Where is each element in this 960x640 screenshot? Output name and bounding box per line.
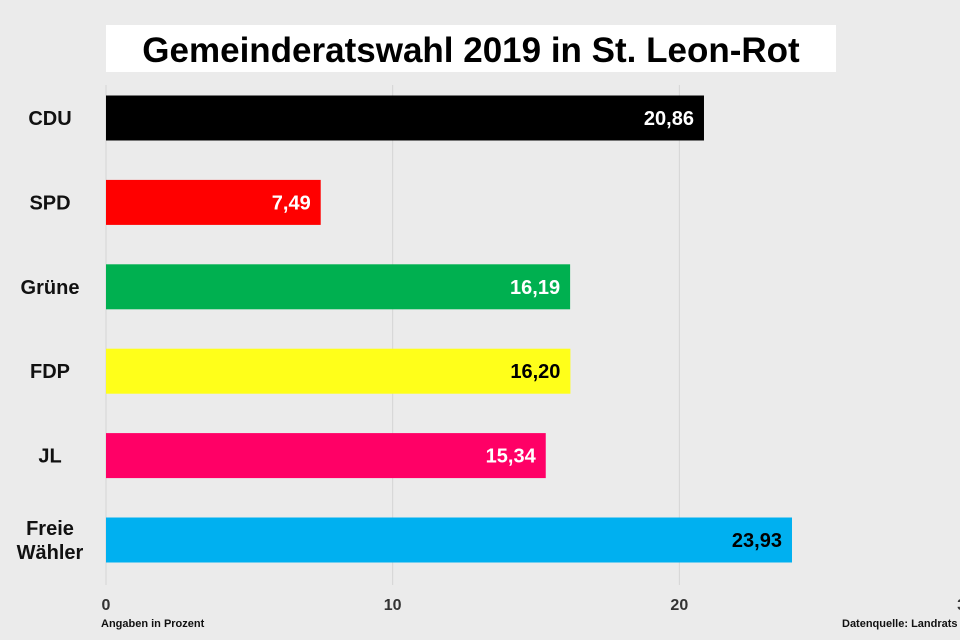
bar [106, 95, 704, 141]
x-tick-label: 30 [957, 597, 960, 614]
bar-group: 23,93 Freie Wähler [17, 517, 792, 564]
bar-value-label: 15,34 [486, 446, 537, 468]
category-label: JL [38, 446, 61, 468]
chart-title-text: Gemeinderatswahl 2019 in St. Leon-Rot [142, 31, 800, 70]
x-tick-label: 20 [670, 597, 688, 614]
bar [106, 179, 321, 225]
grid-layer [105, 85, 680, 585]
category-label-line: Freie [26, 518, 74, 540]
category-label: CDU [28, 108, 71, 130]
bar [106, 517, 792, 563]
category-label-line: Grüne [21, 277, 80, 299]
bar-value-label: 20,86 [644, 108, 694, 130]
bar-value-label: 16,20 [510, 361, 560, 383]
bar-value-label: 23,93 [732, 530, 782, 552]
category-label-line: CDU [28, 108, 71, 130]
category-label: SPD [29, 192, 70, 214]
category-label-line: Wähler [17, 542, 84, 564]
bar [106, 264, 571, 310]
chart-title-box [106, 25, 836, 72]
bar-value-label: 7,49 [272, 192, 311, 214]
category-label: FDP [30, 361, 70, 383]
x-tick-label: 0 [102, 597, 111, 614]
bar-group: 15,34 JL [38, 433, 546, 479]
bar-group: 16,20 FDP [30, 348, 571, 394]
category-label: Freie Wähler [17, 518, 84, 564]
bars-layer: 20,86 CDU 7,49 SPD 16,19 Grüne 16,20 FDP 15,34 JL… [17, 95, 792, 564]
bar [106, 348, 571, 394]
category-label: Grüne [21, 277, 80, 299]
bar [106, 433, 546, 479]
category-label-line: SPD [29, 192, 70, 214]
bar-value-label: 16,19 [510, 277, 560, 299]
category-label-line: JL [38, 446, 61, 468]
source-note: Datenquelle: Landrats [842, 618, 958, 630]
ticks-layer: 0 10 20 30 [102, 597, 960, 614]
axis-note: Angaben in Prozent [101, 618, 205, 630]
category-label-line: FDP [30, 361, 70, 383]
bar-group: 7,49 SPD [29, 179, 321, 225]
bar-group: 20,86 CDU [28, 95, 704, 141]
bar-group: 16,19 Grüne [21, 264, 571, 310]
chart-title: Gemeinderatswahl 2019 in St. Leon-Rot [106, 25, 836, 72]
x-tick-label: 10 [384, 597, 402, 614]
